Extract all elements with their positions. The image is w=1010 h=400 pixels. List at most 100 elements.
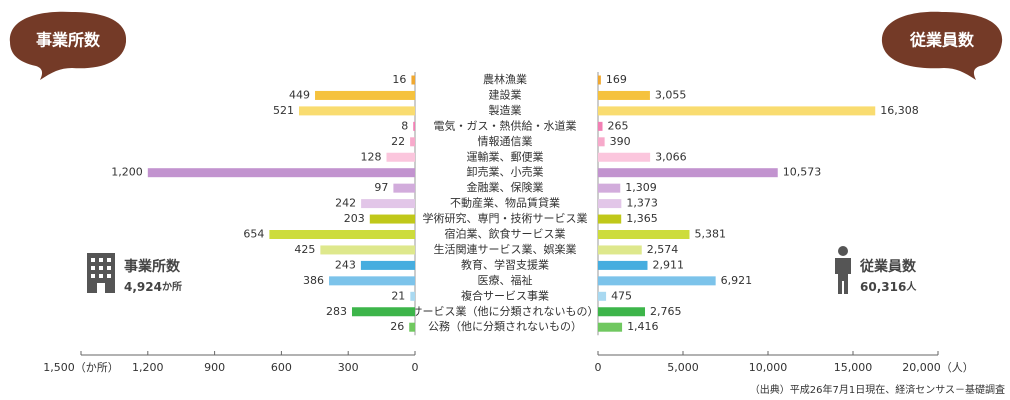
left-bubble (9, 11, 127, 81)
bar (598, 291, 607, 301)
category-label: 建設業 (489, 87, 522, 101)
category-label: 公務（他に分類されないもの） (428, 319, 582, 333)
x-tick-label: 20,000（人） (902, 361, 974, 374)
value-label: 97 (374, 181, 388, 194)
bar (361, 199, 415, 209)
left-title: 事業所数 (36, 31, 101, 50)
bar (411, 75, 415, 85)
bar (598, 137, 605, 147)
value-label: 475 (611, 289, 632, 302)
category-label: 卸売業、小売業 (467, 165, 544, 179)
bar (393, 183, 415, 193)
x-tick-label: 5,000 (667, 361, 699, 374)
bar (269, 230, 415, 239)
bar (329, 276, 415, 286)
value-label: 390 (610, 135, 631, 148)
left-total-title: 事業所数 (124, 258, 181, 275)
category-label: 金融業、保険業 (467, 180, 544, 194)
value-label: 1,416 (627, 320, 659, 333)
bar (598, 152, 651, 162)
value-label: 10,573 (783, 166, 822, 179)
value-label: 128 (360, 150, 381, 163)
category-label: 医療、福祉 (478, 273, 533, 287)
bar (386, 152, 415, 162)
bar (598, 75, 601, 85)
x-tick-label: 1,200 (132, 361, 164, 374)
value-label: 1,200 (111, 166, 143, 179)
bar (598, 230, 690, 239)
value-label: 521 (273, 104, 294, 117)
x-tick-label: 0 (412, 361, 419, 374)
total-value: 60,316 (860, 280, 906, 294)
bar (598, 106, 876, 116)
category-label: 複合サービス事業 (461, 288, 549, 302)
value-label: 386 (303, 274, 324, 287)
value-label: 21 (391, 289, 405, 302)
value-label: 283 (326, 305, 347, 318)
value-label: 16 (392, 73, 406, 86)
value-label: 3,066 (655, 150, 687, 163)
value-label: 2,765 (650, 305, 682, 318)
value-label: 1,373 (626, 197, 658, 210)
bar (598, 214, 622, 224)
x-tick-label: 900 (204, 361, 225, 374)
value-label: 26 (390, 320, 404, 333)
bar (409, 322, 415, 332)
value-label: 2,911 (652, 258, 684, 271)
value-label: 22 (391, 135, 405, 148)
category-label: 製造業 (489, 103, 522, 117)
right-total-title: 従業員数 (859, 258, 917, 275)
x-tick-label: 600 (271, 361, 292, 374)
bar (598, 199, 622, 209)
bar (315, 90, 415, 100)
category-label: 電気・ガス・熱供給・水道業 (434, 118, 577, 132)
category-label: 学術研究、専門・技術サービス業 (423, 211, 588, 225)
value-label: 3,055 (655, 88, 687, 101)
category-label: 情報通信業 (478, 135, 533, 148)
right-bubble (881, 11, 1003, 80)
value-label: 203 (344, 212, 365, 225)
bar (410, 137, 415, 147)
value-label: 16,308 (880, 104, 919, 117)
right-total: 60,316人 (860, 280, 917, 294)
x-tick-label: 10,000 (749, 361, 788, 374)
bar (410, 291, 415, 301)
x-tick-label: 15,000 (834, 361, 873, 374)
category-label: サービス業（他に分類されないもの） (412, 305, 599, 318)
category-label: 宿泊業、飲食サービス業 (445, 227, 566, 241)
total-value: 4,924 (124, 280, 162, 294)
category-label: 教育、学習支援業 (461, 257, 549, 271)
category-label: 運輸業、郵便業 (467, 149, 544, 163)
bar (369, 214, 415, 224)
x-tick-label: 0 (595, 361, 602, 374)
bar (598, 322, 623, 332)
x-tick-label: 300 (338, 361, 359, 374)
bar (598, 168, 778, 178)
value-label: 8 (401, 119, 408, 132)
value-label: 449 (289, 88, 310, 101)
right-title: 従業員数 (909, 31, 975, 50)
value-label: 243 (335, 258, 356, 271)
bar (598, 260, 648, 270)
bar (413, 121, 415, 131)
value-label: 1,309 (625, 181, 657, 194)
building-icon (87, 253, 115, 293)
total-unit: 人 (906, 280, 917, 293)
value-label: 242 (335, 197, 356, 210)
category-label: 農林漁業 (483, 72, 527, 86)
value-label: 5,381 (694, 228, 726, 241)
value-label: 654 (243, 228, 264, 241)
value-label: 169 (606, 73, 627, 86)
person-icon (835, 246, 851, 294)
value-label: 1,365 (626, 212, 658, 225)
bar (598, 245, 642, 255)
bar (320, 245, 415, 255)
value-label: 265 (608, 119, 629, 132)
x-tick-label: 1,500（か所） (43, 361, 119, 374)
category-label: 生活関連サービス業、娯楽業 (434, 242, 577, 256)
value-label: 6,921 (721, 274, 753, 287)
value-label: 425 (294, 243, 315, 256)
bar (598, 183, 621, 193)
bar (147, 168, 416, 178)
